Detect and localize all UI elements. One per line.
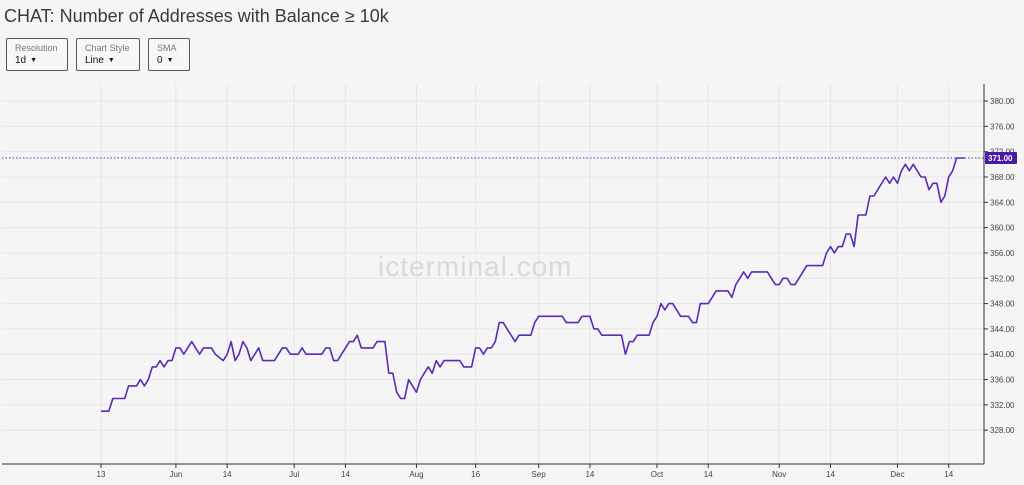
y-tick-label: 336.00 (990, 376, 1015, 385)
resolution-dropdown[interactable]: Resolution 1d ▼ (6, 38, 68, 71)
x-tick-label: 13 (97, 470, 106, 479)
chart-controls: Resolution 1d ▼ Chart Style Line ▼ SMA 0 ▼ (6, 38, 190, 71)
resolution-value: 1d ▼ (15, 55, 38, 66)
sma-label: SMA (157, 43, 177, 53)
y-tick-label: 356.00 (990, 249, 1015, 258)
y-tick-label: 352.00 (990, 274, 1015, 283)
last-value-label: 371.00 (988, 154, 1013, 163)
x-tick-label: 16 (471, 470, 480, 479)
grid (2, 84, 984, 464)
x-tick-label: Sep (532, 470, 547, 479)
x-tick-label: Jun (169, 470, 182, 479)
x-tick-label: Dec (890, 470, 904, 479)
sma-value: 0 ▼ (157, 55, 174, 66)
y-tick-label: 368.00 (990, 173, 1015, 182)
y-tick-label: 328.00 (990, 426, 1015, 435)
x-tick-label: Oct (651, 470, 664, 479)
y-tick-label: 360.00 (990, 224, 1015, 233)
x-tick-label: Aug (409, 470, 423, 479)
x-tick-label: Jul (289, 470, 299, 479)
x-tick-label: Nov (772, 470, 786, 479)
y-tick-label: 376.00 (990, 122, 1015, 131)
caret-down-icon: ▼ (166, 57, 174, 64)
x-tick-label: 14 (944, 470, 953, 479)
series (101, 157, 965, 413)
y-tick-label: 344.00 (990, 325, 1015, 334)
last-value-marker: 371.00 (2, 152, 1017, 164)
caret-down-icon: ▼ (107, 57, 115, 64)
x-tick-label: 14 (826, 470, 835, 479)
series-line (101, 157, 965, 413)
y-tick-label: 348.00 (990, 300, 1015, 309)
y-tick-label: 340.00 (990, 350, 1015, 359)
x-tick-label: 14 (223, 470, 232, 479)
y-tick-label: 332.00 (990, 401, 1015, 410)
plot-area (2, 84, 984, 464)
y-tick-label: 380.00 (990, 97, 1015, 106)
x-tick-label: 14 (341, 470, 350, 479)
caret-down-icon: ▼ (30, 57, 38, 64)
chart-style-label: Chart Style (85, 43, 130, 53)
x-tick-label: 14 (704, 470, 713, 479)
axes: 328.00 332.00 336.00 340.00 344.00 348.00 352.… (2, 84, 1015, 479)
chart-style-dropdown[interactable]: Chart Style Line ▼ (76, 38, 140, 71)
resolution-label: Resolution (15, 43, 58, 53)
page-title: CHAT: Number of Addresses with Balance ≥… (4, 6, 389, 26)
sma-dropdown[interactable]: SMA 0 ▼ (148, 38, 190, 71)
x-tick-label: 14 (585, 470, 594, 479)
watermark: icterminal.com (378, 251, 573, 282)
chart-style-value: Line ▼ (85, 55, 115, 66)
y-tick-label: 364.00 (990, 198, 1015, 207)
last-value-badge (985, 152, 1017, 164)
